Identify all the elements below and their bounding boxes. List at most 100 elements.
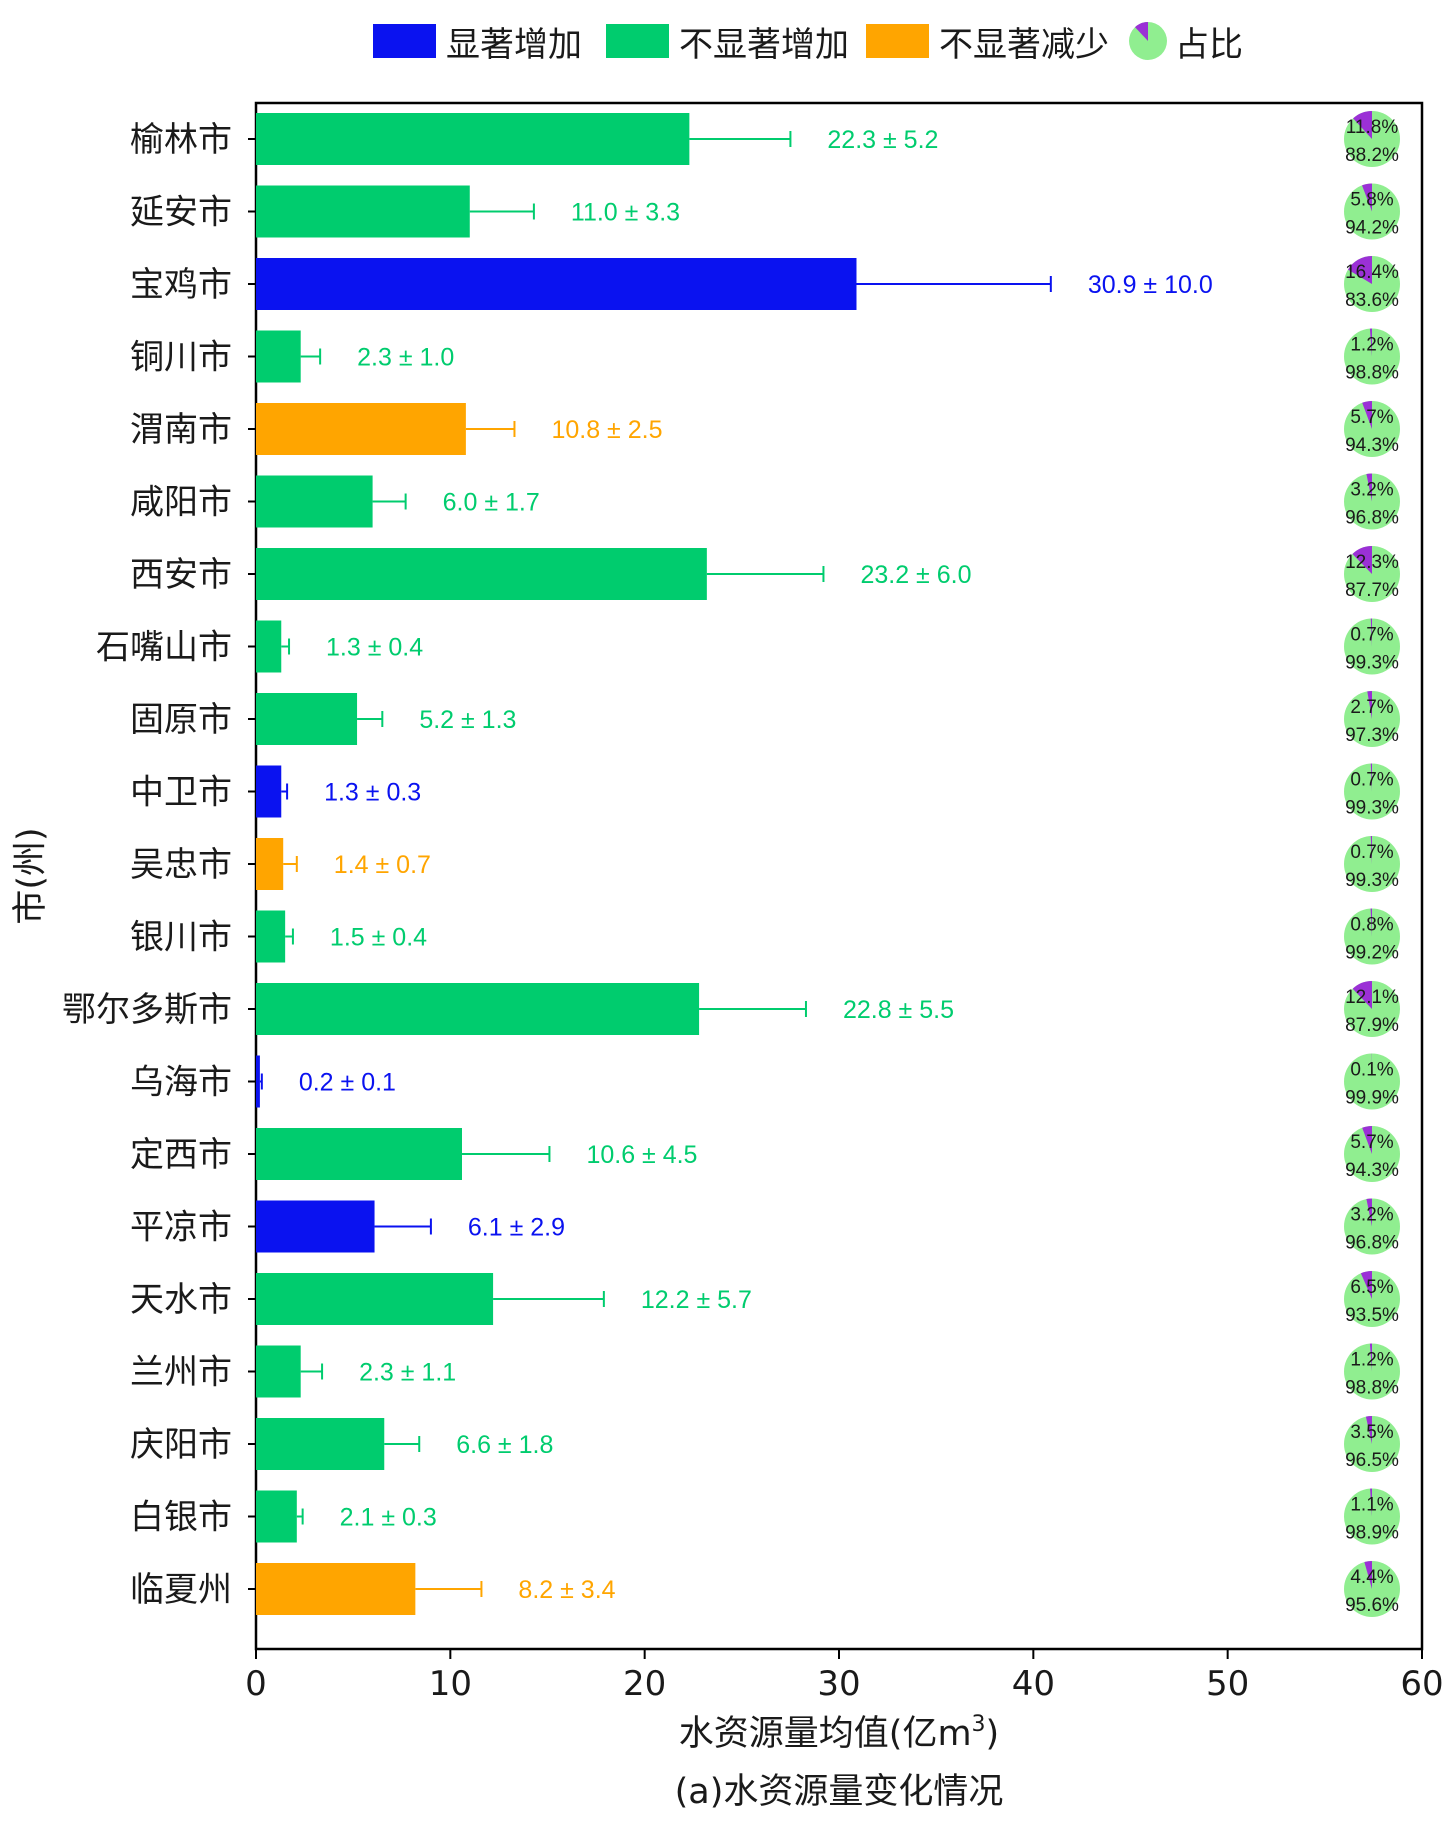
pie-rest-label-20: 95.6% xyxy=(1345,1595,1399,1616)
x-tick-label-6: 60 xyxy=(1400,1664,1443,1704)
value-label-7: 1.3 ± 0.4 xyxy=(326,634,423,662)
category-label-11: 银川市 xyxy=(130,918,232,958)
pie-share-label-6: 12.3% xyxy=(1345,552,1399,573)
bar-11 xyxy=(256,910,286,963)
legend: 显著增加 不显著增加 不显著减少 占比 xyxy=(373,22,1243,65)
category-label-12: 鄂尔多斯市 xyxy=(62,990,232,1030)
category-label-10: 吴忠市 xyxy=(130,845,232,885)
pie-slice-2 xyxy=(1347,256,1372,284)
value-label-17: 2.3 ± 1.1 xyxy=(359,1359,456,1387)
value-label-13: 0.2 ± 0.1 xyxy=(299,1069,396,1097)
pie-share-label-10: 0.7% xyxy=(1350,842,1393,863)
pie-rest-label-0: 88.2% xyxy=(1345,145,1399,166)
category-label-14: 定西市 xyxy=(130,1135,232,1175)
pie-slice-20 xyxy=(1364,1561,1372,1589)
category-label-0: 榆林市 xyxy=(130,120,232,160)
bar-15 xyxy=(256,1200,375,1253)
pie-share-label-13: 0.1% xyxy=(1350,1060,1393,1081)
pie-slice-15 xyxy=(1366,1198,1372,1227)
bar-3 xyxy=(256,330,301,383)
pie-share-label-0: 11.8% xyxy=(1346,117,1399,138)
pie-rest-label-16: 93.5% xyxy=(1345,1305,1399,1326)
legend-label-0: 显著增加 xyxy=(446,25,582,65)
pie-share-label-4: 5.7% xyxy=(1350,407,1393,428)
pie-slice-16 xyxy=(1360,1271,1372,1299)
pie-slice-18 xyxy=(1365,1416,1372,1444)
category-label-3: 铜川市 xyxy=(130,338,232,378)
category-label-17: 兰州市 xyxy=(130,1353,232,1393)
pie-share-label-5: 3.2% xyxy=(1350,480,1393,501)
pie-share-label-8: 2.7% xyxy=(1350,697,1393,718)
pie-rest-label-7: 99.3% xyxy=(1345,653,1399,674)
pie-slice-19 xyxy=(1370,1488,1372,1517)
bar-18 xyxy=(256,1418,385,1470)
category-label-20: 临夏州 xyxy=(130,1570,232,1610)
pie-share-label-20: 4.4% xyxy=(1350,1567,1393,1588)
pie-share-label-3: 1.2% xyxy=(1350,335,1393,356)
pie-rest-label-12: 87.9% xyxy=(1345,1015,1399,1036)
x-tick-label-1: 10 xyxy=(429,1664,472,1704)
legend-label-2: 不显著减少 xyxy=(939,25,1109,65)
category-label-1: 延安市 xyxy=(130,193,232,233)
pie-rest-label-15: 96.8% xyxy=(1345,1233,1399,1254)
category-label-15: 平凉市 xyxy=(130,1208,232,1248)
pie-rest-label-5: 96.8% xyxy=(1345,508,1399,529)
value-label-0: 22.3 ± 5.2 xyxy=(827,126,938,154)
pie-slice-9 xyxy=(1370,763,1372,792)
value-label-10: 1.4 ± 0.7 xyxy=(334,851,431,879)
pie-share-label-16: 6.5% xyxy=(1350,1277,1393,1298)
value-label-1: 11.0 ± 3.3 xyxy=(571,199,680,227)
value-label-3: 2.3 ± 1.0 xyxy=(357,344,454,372)
pie-share-label-1: 5.8% xyxy=(1350,190,1393,211)
value-label-9: 1.3 ± 0.3 xyxy=(324,779,421,807)
value-label-2: 30.9 ± 10.0 xyxy=(1088,271,1213,299)
value-label-18: 6.6 ± 1.8 xyxy=(456,1431,553,1459)
value-label-20: 8.2 ± 3.4 xyxy=(518,1576,615,1604)
pie-share-label-17: 1.2% xyxy=(1350,1350,1393,1371)
pie-slice-11 xyxy=(1370,908,1372,937)
y-axis-title: 市(州) xyxy=(11,827,51,924)
pie-slice-8 xyxy=(1367,691,1372,719)
chart-caption: (a)水资源量变化情况 xyxy=(675,1772,1004,1812)
value-label-5: 6.0 ± 1.7 xyxy=(443,489,540,517)
bar-8 xyxy=(256,693,358,745)
category-label-16: 天水市 xyxy=(130,1280,232,1320)
legend-label-1: 不显著增加 xyxy=(679,25,849,65)
bar-1 xyxy=(256,185,470,238)
pie-rest-label-18: 96.5% xyxy=(1345,1450,1399,1471)
pie-slice-7 xyxy=(1370,618,1372,647)
bar-4 xyxy=(256,403,466,455)
pie-slice-3 xyxy=(1369,328,1372,357)
bar-2 xyxy=(256,258,857,310)
pie-slice-12 xyxy=(1352,981,1372,1009)
legend-pie-slice xyxy=(1134,22,1148,41)
category-label-5: 咸阳市 xyxy=(130,483,232,523)
category-label-7: 石嘴山市 xyxy=(96,628,232,668)
pie-share-label-15: 3.2% xyxy=(1350,1205,1393,1226)
pie-rest-label-14: 94.3% xyxy=(1345,1160,1399,1181)
x-tick-label-3: 30 xyxy=(817,1664,860,1704)
bar-12 xyxy=(256,983,700,1035)
pies-layer: 11.8% 88.2% 5.8% 94.2% 16.4% 83.6% 1.2% 98.8% 5.… xyxy=(1344,111,1400,1617)
value-label-8: 5.2 ± 1.3 xyxy=(419,706,516,734)
pie-rest-label-8: 97.3% xyxy=(1345,725,1399,746)
category-label-18: 庆阳市 xyxy=(130,1425,232,1465)
pie-rest-label-6: 87.7% xyxy=(1345,580,1399,601)
x-tick-label-0: 0 xyxy=(245,1664,267,1704)
legend-swatch-0 xyxy=(373,24,436,58)
pie-slice-10 xyxy=(1370,836,1372,864)
bar-9 xyxy=(256,765,282,818)
legend-swatch-1 xyxy=(606,24,669,58)
value-label-19: 2.1 ± 0.3 xyxy=(340,1504,437,1532)
category-label-2: 宝鸡市 xyxy=(130,265,232,305)
pie-share-label-9: 0.7% xyxy=(1350,770,1393,791)
x-tick-label-5: 50 xyxy=(1206,1664,1249,1704)
bar-7 xyxy=(256,620,282,673)
pie-rest-label-13: 99.9% xyxy=(1345,1088,1399,1109)
bar-0 xyxy=(256,113,690,165)
pie-share-label-12: 12.1% xyxy=(1345,987,1399,1008)
pie-slice-4 xyxy=(1362,401,1372,429)
bar-10 xyxy=(256,838,284,890)
bars-layer: 22.3 ± 5.2 11.0 ± 3.3 30.9 ± 10.0 2.3 ± 1.0… xyxy=(256,113,1213,1615)
